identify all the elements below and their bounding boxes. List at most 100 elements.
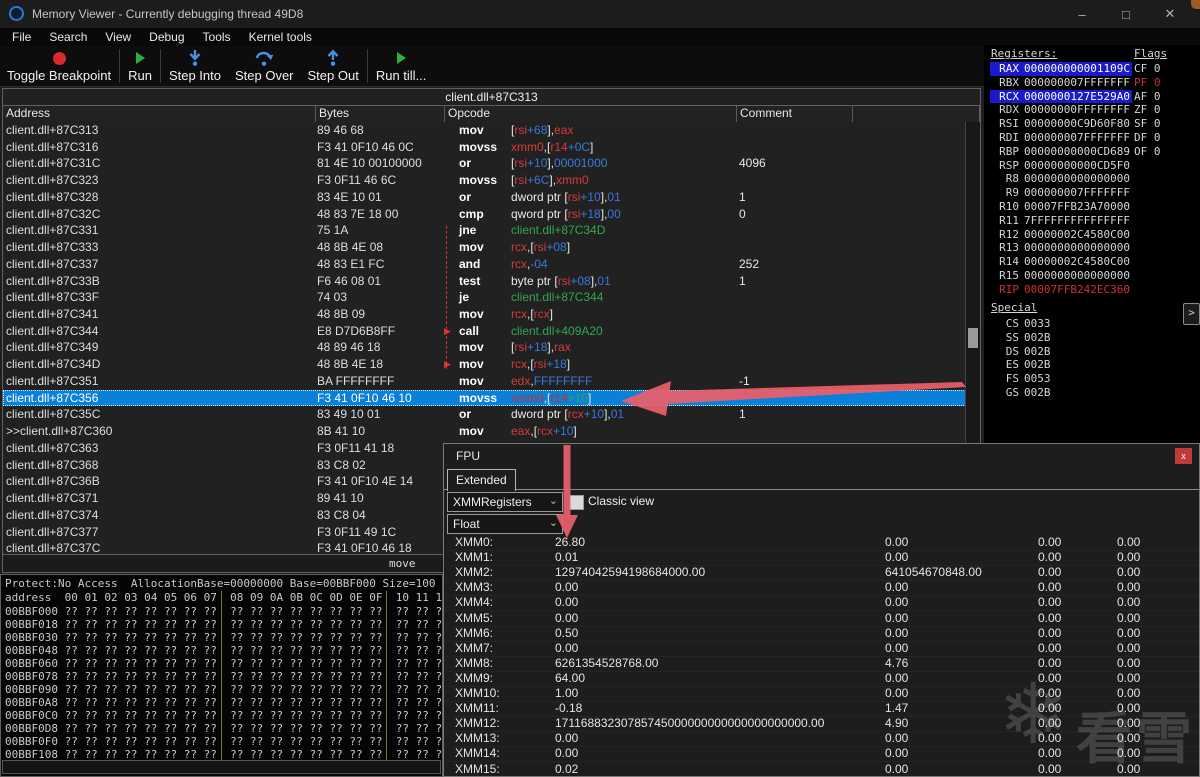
register-row[interactable]: RDI 000000007FFFFFFF [990, 131, 1132, 145]
step-into-button[interactable]: Step Into [162, 46, 228, 86]
disasm-row[interactable]: client.dll+87C377 F3 0F11 49 1C [3, 524, 966, 541]
xmm-register-row[interactable]: XMM12: 1711688323078574500000000000000000… [444, 716, 1199, 733]
register-row[interactable]: RSP 00000000000CD5F0 [990, 159, 1132, 173]
memory-row[interactable]: 00BBF090 ?? ?? ?? ?? ?? ?? ?? ?? ?? ?? ?… [5, 683, 443, 696]
scrollbar-thumb[interactable] [968, 328, 978, 348]
disasm-row[interactable]: client.dll+87C368 83 C8 02 [3, 457, 966, 474]
xmm-register-row[interactable]: XMM4: 0.00 0.00 0.00 0.00 [444, 595, 1199, 612]
register-row[interactable]: RAX 000000000001109C [990, 62, 1132, 76]
flag-row[interactable]: PF 0 [1134, 75, 1161, 89]
disasm-row[interactable]: >>client.dll+87C360 8B 41 10 mov eax,[rcx+1… [3, 423, 966, 440]
run-button[interactable]: Run [121, 46, 159, 86]
disasm-row[interactable]: client.dll+87C333 48 8B 4E 08 mov rcx,[rsi+… [3, 239, 966, 256]
register-row[interactable]: RCX 0000000127E529A0 [990, 89, 1132, 104]
memory-row[interactable]: 00BBF108 ?? ?? ?? ?? ?? ?? ?? ?? ?? ?? ?… [5, 748, 443, 761]
xmm-register-row[interactable]: XMM9: 64.00 0.00 0.00 0.00 [444, 671, 1199, 687]
xmm-register-row[interactable]: XMM15: 0.02 0.00 0.00 0.00 [444, 762, 1199, 777]
memory-row[interactable]: 00BBF0F0 ?? ?? ?? ?? ?? ?? ?? ?? ?? ?? ?… [5, 735, 443, 748]
xmm-register-row[interactable]: XMM7: 0.00 0.00 0.00 0.00 [444, 641, 1199, 657]
maximize-button[interactable]: □ [1122, 6, 1130, 22]
special-register-row[interactable]: CS 0033 [990, 317, 1053, 331]
flag-row[interactable]: OF 0 [1134, 144, 1161, 158]
memory-row[interactable]: 00BBF018 ?? ?? ?? ?? ?? ?? ?? ?? ?? ?? ?… [5, 618, 443, 631]
xmm-register-row[interactable]: XMM3: 0.00 0.00 0.00 0.00 [444, 580, 1199, 597]
run-till-button[interactable]: Run till... [369, 46, 434, 86]
fpu-close-button[interactable]: x [1175, 448, 1192, 464]
disasm-row[interactable]: client.dll+87C351 BA FFFFFFFF mov edx,FFFFF… [3, 373, 966, 390]
register-row[interactable]: R14 00000002C4580C00 [990, 255, 1132, 269]
flag-row[interactable]: DF 0 [1134, 131, 1161, 144]
xmm-register-row[interactable]: XMM1: 0.01 0.00 0.00 0.00 [444, 550, 1199, 567]
menu-item-kernel-tools[interactable]: Kernel tools [248, 30, 312, 44]
expand-panel-button[interactable]: > [1183, 303, 1200, 325]
special-register-row[interactable]: GS 002B [990, 386, 1053, 400]
flag-row[interactable]: SF 0 [1134, 117, 1161, 131]
disasm-row[interactable]: client.dll+87C33B F6 46 08 01 test byte ptr… [3, 273, 966, 290]
flag-row[interactable]: CF 0 [1134, 62, 1161, 75]
disasm-row[interactable]: client.dll+87C344 E8 D7D6B8FF ▶ call client.… [3, 323, 966, 340]
register-row[interactable]: R11 7FFFFFFFFFFFFFFF [990, 214, 1132, 228]
register-row[interactable]: RBP 00000000000CD689 [990, 145, 1132, 159]
register-row[interactable]: R12 00000002C4580C00 [990, 228, 1132, 242]
disasm-row[interactable]: client.dll+87C35C 83 49 10 01 or dword ptr … [3, 406, 966, 423]
menu-item-view[interactable]: View [105, 30, 132, 44]
register-row[interactable]: R8 0000000000000000 [990, 172, 1132, 186]
xmm-register-row[interactable]: XMM10: 1.00 0.00 0.00 0.00 [444, 686, 1199, 703]
disasm-row[interactable]: client.dll+87C313 89 46 68 mov [rsi+68],eax [3, 122, 966, 139]
disasm-row[interactable]: client.dll+87C356 F3 41 0F10 46 10 movss xm… [3, 389, 966, 407]
fpu-titlebar[interactable]: FPU x [444, 444, 1199, 468]
register-row[interactable]: R10 00007FFB23A70000 [990, 200, 1132, 214]
xmm-register-row[interactable]: XMM13: 0.00 0.00 0.00 0.00 [444, 731, 1199, 748]
disasm-row[interactable]: client.dll+87C374 83 C8 04 [3, 507, 966, 524]
memory-row[interactable]: 00BBF030 ?? ?? ?? ?? ?? ?? ?? ?? ?? ?? ?… [5, 631, 443, 644]
special-register-row[interactable]: FS 0053 [990, 372, 1053, 386]
disasm-row[interactable]: client.dll+87C328 83 4E 10 01 or dword ptr … [3, 189, 966, 206]
register-set-dropdown[interactable]: XMMRegisters [447, 492, 563, 512]
register-row[interactable]: R9 000000007FFFFFFF [990, 186, 1132, 200]
register-row[interactable]: R13 0000000000000000 [990, 241, 1132, 255]
disasm-row[interactable]: client.dll+87C33F 74 03 je client.dll+87C34… [3, 289, 966, 306]
menu-item-search[interactable]: Search [49, 30, 88, 44]
register-row[interactable]: RBX 000000007FFFFFFF [990, 76, 1132, 90]
disasm-row[interactable]: client.dll+87C371 89 41 10 [3, 490, 966, 507]
xmm-register-row[interactable]: XMM5: 0.00 0.00 0.00 0.00 [444, 611, 1199, 627]
tab-extended[interactable]: Extended [447, 469, 516, 491]
disasm-row[interactable]: client.dll+87C363 F3 0F11 41 18 [3, 440, 966, 457]
close-button[interactable]: ✕ [1164, 6, 1176, 21]
register-row[interactable]: RSI 00000000C9D60F80 [990, 117, 1132, 131]
menu-item-file[interactable]: File [12, 30, 32, 44]
disasm-row[interactable]: client.dll+87C323 F3 0F11 46 6C movss [rsi+… [3, 172, 966, 189]
menu-item-debug[interactable]: Debug [149, 30, 185, 44]
memory-row[interactable]: 00BBF048 ?? ?? ?? ?? ?? ?? ?? ?? ?? ?? ?… [5, 644, 443, 657]
classic-view-checkbox[interactable] [569, 495, 584, 510]
special-register-row[interactable]: ES 002B [990, 358, 1053, 372]
xmm-register-row[interactable]: XMM11: -0.18 1.47 0.00 0.00 [444, 701, 1199, 718]
disasm-row[interactable]: client.dll+87C331 75 1A jne client.dll+87C3… [3, 222, 966, 239]
register-row[interactable]: RDX 00000000FFFFFFFF [990, 103, 1132, 117]
format-dropdown[interactable]: Float [447, 514, 563, 534]
disasm-row[interactable]: client.dll+87C31C 81 4E 10 00100000 or [rsi… [3, 155, 966, 172]
disasm-row[interactable]: client.dll+87C32C 48 83 7E 18 00 cmp qword … [3, 206, 966, 223]
step-over-button[interactable]: Step Over [228, 46, 301, 86]
memory-row[interactable]: 00BBF0D8 ?? ?? ?? ?? ?? ?? ?? ?? ?? ?? ?… [5, 722, 443, 735]
special-register-row[interactable]: DS 002B [990, 345, 1053, 359]
disasm-row[interactable]: client.dll+87C37C F3 41 0F10 46 18 [3, 540, 966, 555]
disasm-row[interactable]: client.dll+87C341 48 8B 09 mov rcx,[rcx] [3, 306, 966, 323]
flag-row[interactable]: AF 0 [1134, 89, 1161, 103]
xmm-register-row[interactable]: XMM14: 0.00 0.00 0.00 0.00 [444, 746, 1199, 763]
disasm-row[interactable]: client.dll+87C36B F3 41 0F10 4E 14 [3, 473, 966, 490]
xmm-register-row[interactable]: XMM6: 0.50 0.00 0.00 0.00 [444, 626, 1199, 642]
memory-row[interactable]: 00BBF078 ?? ?? ?? ?? ?? ?? ?? ?? ?? ?? ?… [5, 670, 443, 683]
memory-row[interactable]: 00BBF0A8 ?? ?? ?? ?? ?? ?? ?? ?? ?? ?? ?… [5, 696, 443, 709]
disasm-row[interactable]: client.dll+87C34D 48 8B 4E 18 ▶ mov rcx,[rsi… [3, 356, 966, 373]
toggle-breakpoint-button[interactable]: Toggle Breakpoint [0, 46, 118, 86]
window-titlebar[interactable]: Memory Viewer - Currently debugging thre… [0, 0, 1200, 28]
xmm-register-row[interactable]: XMM0: 26.80 0.00 0.00 0.00 [444, 535, 1199, 552]
memory-row[interactable]: 00BBF060 ?? ?? ?? ?? ?? ?? ?? ?? ?? ?? ?… [5, 657, 443, 670]
special-register-row[interactable]: SS 002B [990, 331, 1053, 345]
xmm-register-row[interactable]: XMM2: 12974042594198684000.00 641054670848… [444, 565, 1199, 582]
step-out-button[interactable]: Step Out [301, 46, 366, 86]
flag-row[interactable]: ZF 0 [1134, 103, 1161, 117]
menu-item-tools[interactable]: Tools [202, 30, 231, 44]
disasm-row[interactable]: client.dll+87C337 48 83 E1 FC and rcx,-04 25… [3, 256, 966, 273]
